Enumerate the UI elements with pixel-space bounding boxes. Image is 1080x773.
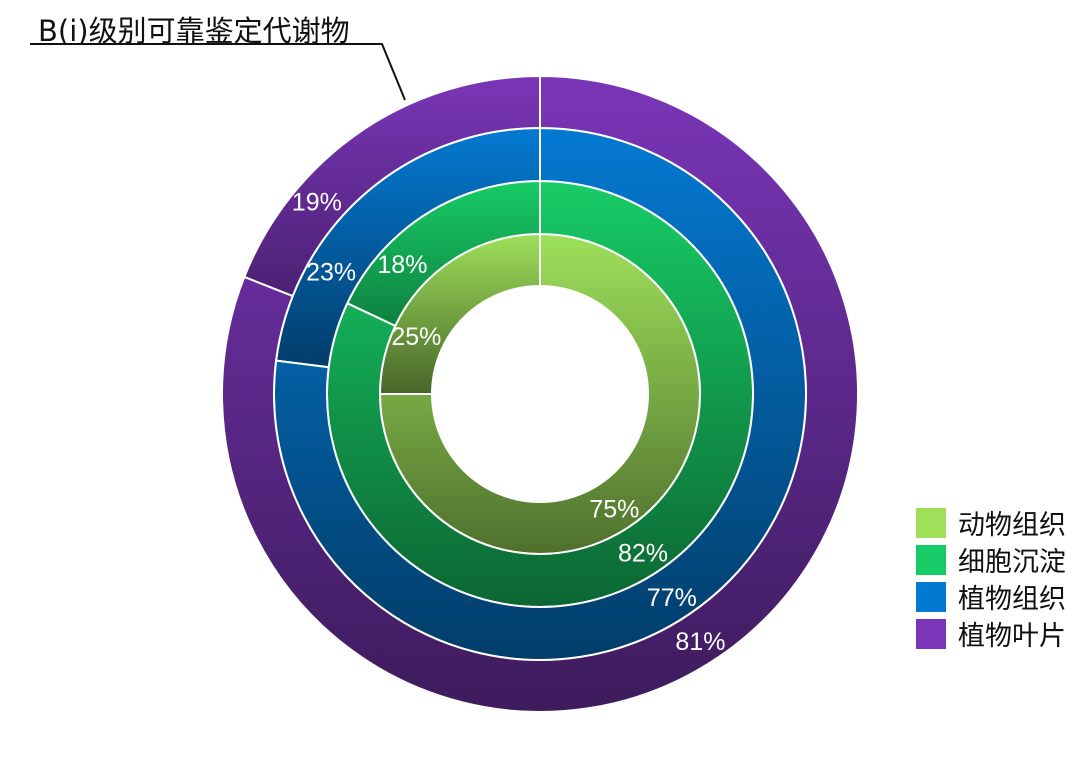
title-underline: [30, 43, 406, 101]
legend-label: 细胞沉淀: [958, 547, 1066, 578]
legend-item: 植物组织: [916, 578, 1066, 615]
data-label: 18%: [377, 251, 427, 279]
data-label: 19%: [292, 189, 342, 217]
data-label: 81%: [675, 628, 725, 656]
legend-swatch: [916, 544, 946, 575]
data-label: 23%: [306, 259, 356, 287]
legend-swatch: [916, 581, 946, 612]
legend: 动物组织细胞沉淀植物组织植物叶片: [916, 504, 1066, 652]
donut-segment: [221, 74, 859, 713]
legend-item: 动物组织: [916, 504, 1066, 541]
legend-item: 细胞沉淀: [916, 541, 1066, 578]
legend-label: 植物叶片: [958, 621, 1066, 652]
legend-label: 动物组织: [958, 510, 1066, 541]
legend-swatch: [916, 507, 946, 538]
legend-item: 植物叶片: [916, 615, 1066, 652]
chart-title: B(i)级别可靠鉴定代谢物: [38, 14, 350, 48]
data-label: 77%: [647, 584, 697, 612]
legend-label: 植物组织: [958, 584, 1066, 615]
data-label: 82%: [618, 540, 668, 568]
data-label: 25%: [391, 323, 441, 351]
data-label: 75%: [589, 496, 639, 524]
donut-hole: [432, 286, 648, 502]
legend-swatch: [916, 618, 946, 649]
